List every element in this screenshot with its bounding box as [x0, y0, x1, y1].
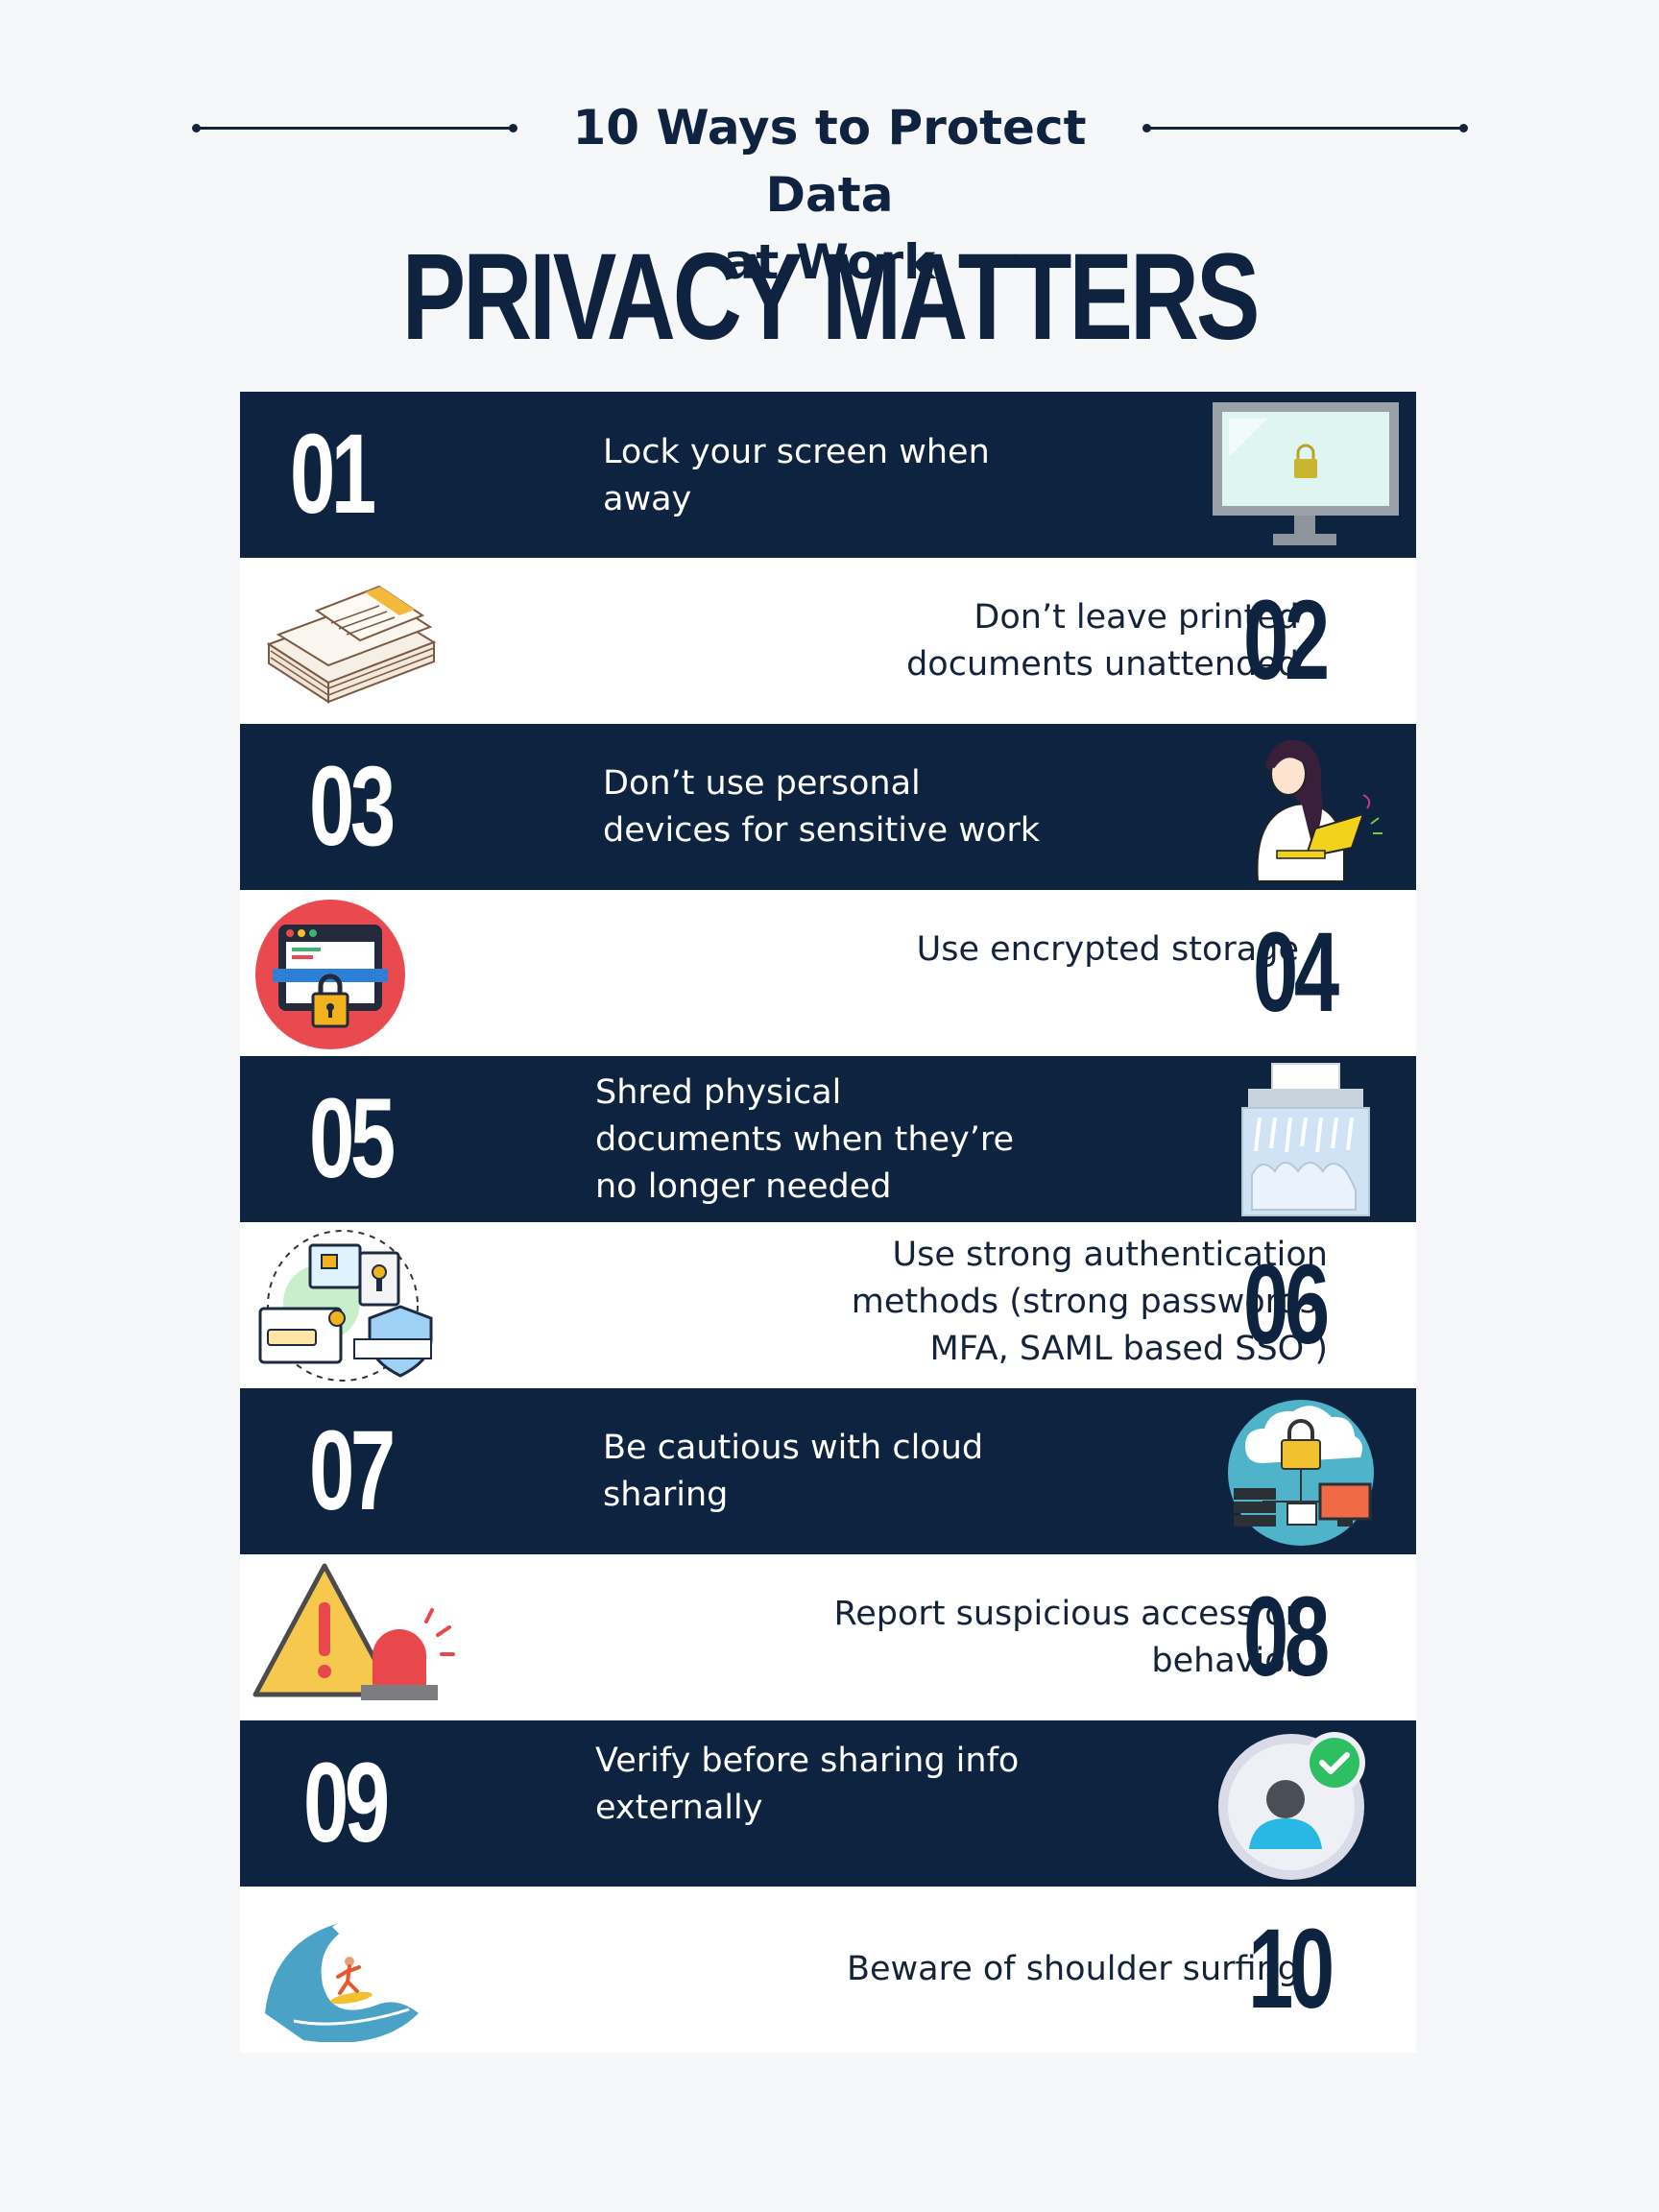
item-number: 03: [309, 743, 396, 870]
item-number: 09: [303, 1740, 390, 1866]
item-number: 05: [309, 1075, 396, 1202]
subtitle: 10 Ways to Protect Data at Work: [513, 94, 1146, 296]
list-item: Beware of shoulder surfing 10: [240, 1887, 1416, 2053]
rule-dot: [509, 124, 517, 132]
item-text-line: sharing: [603, 1476, 729, 1514]
right-rule: [1146, 127, 1463, 130]
item-number: 04: [1253, 909, 1339, 1036]
item-text-line: Verify before sharing info: [595, 1742, 1020, 1780]
subtitle-line: at Work: [723, 234, 936, 290]
authentication-icon: [258, 1230, 433, 1382]
item-number: 08: [1243, 1574, 1330, 1700]
item-text-line: Report suspicious access or: [833, 1595, 1299, 1633]
list-item: 09 Verify before sharing info externally: [240, 1720, 1416, 1887]
item-text-line: documents unattended: [906, 645, 1299, 684]
item-number: 01: [290, 411, 376, 538]
item-text-line: Use encrypted storage: [916, 930, 1299, 969]
left-rule: [196, 127, 513, 130]
item-text-line: documents when they’re: [595, 1120, 1015, 1159]
item-text: Beware of shoulder surfing: [624, 1946, 1299, 1993]
item-text: Be cautious with cloud sharing: [603, 1425, 1102, 1519]
verified-user-icon: [1218, 1732, 1365, 1880]
documents-stack-icon: [266, 585, 437, 704]
item-text-line: devices for sensitive work: [603, 811, 1040, 850]
item-text-line: Be cautious with cloud: [603, 1429, 984, 1467]
list-item: Don’t leave printed documents unattended…: [240, 558, 1416, 724]
rule-dot: [1142, 124, 1151, 132]
item-text-line: Beware of shoulder surfing: [846, 1950, 1299, 1988]
item-text-line: Lock your screen when: [603, 433, 990, 471]
item-text-line: away: [603, 480, 692, 518]
item-text: Don’t leave printed documents unattended: [624, 594, 1299, 688]
item-text: Use strong authentication methods (stron…: [528, 1232, 1328, 1373]
item-text: Use encrypted storage: [624, 926, 1299, 974]
item-text-line: behavior: [1151, 1642, 1299, 1680]
item-text-line: Shred physical: [595, 1073, 842, 1112]
item-text-line: Use strong authentication: [892, 1236, 1328, 1274]
cloud-lock-icon: [1228, 1400, 1374, 1546]
item-text-line: no longer needed: [595, 1167, 892, 1206]
item-number: 02: [1243, 577, 1330, 704]
list-item: Use encrypted storage 04: [240, 890, 1416, 1056]
shredder-icon: [1241, 1063, 1370, 1216]
list-item: Use strong authentication methods (stron…: [240, 1222, 1416, 1388]
item-text-line: methods (strong passwords,: [851, 1283, 1328, 1321]
list-item: 03 Don’t use personal devices for sensit…: [240, 724, 1416, 890]
rule-dot: [192, 124, 201, 132]
rule-dot: [1459, 124, 1468, 132]
item-text-line: Don’t use personal: [603, 764, 921, 803]
item-text-line: MFA, SAML based SSO ): [929, 1330, 1328, 1368]
woman-laptop-icon: [1256, 739, 1382, 882]
tips-list: 01 Lock your screen when away: [240, 392, 1416, 2053]
item-number: 06: [1243, 1241, 1330, 1368]
item-text: Lock your screen when away: [603, 429, 1064, 523]
list-item: 01 Lock your screen when away: [240, 392, 1416, 558]
list-item: Report suspicious access or behavior 08: [240, 1554, 1416, 1720]
wave-surfer-icon: [265, 1916, 419, 2042]
list-item: 05 Shred physical documents when they’re…: [240, 1056, 1416, 1222]
item-text: Report suspicious access or behavior: [528, 1591, 1299, 1685]
list-item: 07 Be cautious with cloud sharing: [240, 1388, 1416, 1554]
item-text: Verify before sharing info externally: [595, 1738, 1094, 1832]
item-text-line: externally: [595, 1789, 763, 1827]
encrypted-browser-icon: [255, 900, 405, 1049]
warning-alarm-icon: [252, 1563, 455, 1700]
item-number: 07: [309, 1407, 396, 1534]
monitor-lock-icon: [1213, 402, 1399, 545]
item-text: Don’t use personal devices for sensitive…: [603, 760, 1102, 854]
item-text: Shred physical documents when they’re no…: [595, 1070, 1094, 1211]
page-title: PRIVACY MATTERS: [401, 228, 1261, 366]
item-text-line: Don’t leave printed: [974, 598, 1299, 637]
subtitle-line: 10 Ways to Protect Data: [572, 100, 1087, 223]
item-number: 10: [1248, 1906, 1334, 2032]
